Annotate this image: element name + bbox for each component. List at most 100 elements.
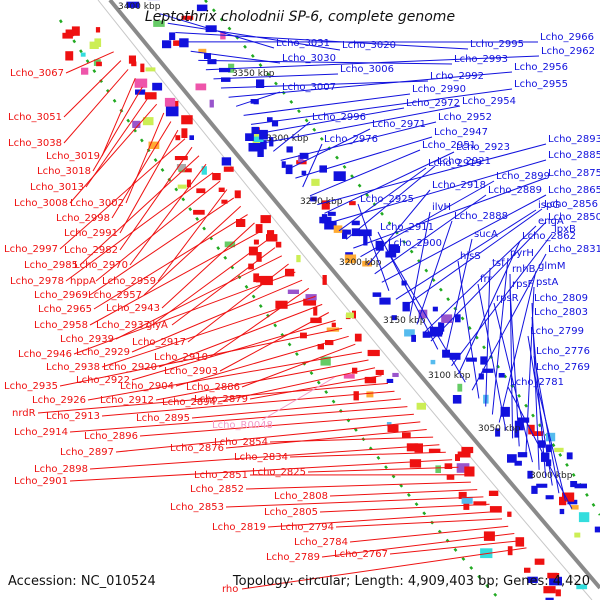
- gene-label: Lcho_2789: [266, 552, 320, 563]
- coordinate-label: 3050 kbp: [478, 424, 521, 434]
- gene-label: pstA: [536, 277, 558, 288]
- leader-line: [527, 335, 553, 486]
- gene-feature: [144, 92, 157, 100]
- gene-feature: [145, 67, 156, 72]
- leader-line: [280, 121, 437, 161]
- gene-feature: [179, 38, 189, 48]
- gene-feature: [303, 298, 317, 306]
- leader-line: [213, 73, 339, 80]
- gene-feature: [458, 491, 467, 499]
- gene-feature: [253, 239, 259, 245]
- leader-line: [385, 247, 466, 383]
- gene-feature: [80, 52, 86, 57]
- gene-feature: [455, 314, 461, 323]
- gene-label: Lcho_3067: [10, 68, 64, 79]
- gene-feature: [204, 53, 211, 59]
- gene-label: Lcho_2990: [412, 84, 466, 95]
- gene-label: Lcho_2959: [102, 276, 156, 287]
- gene-feature: [165, 106, 179, 117]
- gene-feature: [528, 424, 535, 435]
- gene-feature: [321, 214, 328, 224]
- gene-feature: [366, 391, 374, 398]
- gene-feature: [409, 459, 422, 468]
- leader-line: [471, 253, 547, 391]
- gene-feature: [482, 368, 494, 373]
- leader-line: [131, 279, 303, 353]
- gene-feature: [457, 451, 471, 458]
- gene-feature: [181, 128, 188, 138]
- gene-feature: [517, 452, 528, 458]
- minus-strand-labels: Lcho_3067 Lcho_3051 Lcho_3038 Lcho_3019 Lcho…: [4, 51, 527, 595]
- gene-label: pyrH: [510, 248, 534, 259]
- leader-line: [101, 78, 136, 157]
- feature-tracks: [62, 0, 600, 600]
- gene-feature: [562, 492, 575, 502]
- gene-label: Lcho_2997: [4, 244, 58, 255]
- gene-feature: [527, 470, 533, 479]
- leader-line: [95, 180, 221, 282]
- leader-line: [155, 359, 369, 401]
- leader-line: [272, 121, 311, 152]
- gene-feature: [545, 495, 554, 500]
- leader-line: [85, 95, 151, 188]
- gene-feature: [464, 466, 475, 477]
- gene-feature: [536, 483, 548, 488]
- gene-feature: [391, 315, 397, 321]
- gene-feature: [379, 297, 391, 305]
- gene-feature: [324, 220, 337, 230]
- gene-feature: [250, 99, 259, 104]
- gene-label: Lcho_2918: [432, 180, 486, 191]
- gene-feature: [140, 63, 145, 73]
- gene-label: Lcho_2995: [470, 39, 524, 50]
- leader-line: [317, 143, 547, 206]
- gene-feature: [375, 369, 384, 375]
- gene-feature: [193, 209, 205, 215]
- leader-line: [423, 225, 537, 334]
- gene-feature: [457, 383, 463, 392]
- leader-line: [158, 303, 323, 368]
- gene-feature: [313, 307, 318, 316]
- leader-line: [269, 436, 434, 443]
- gene-feature: [300, 332, 307, 339]
- gene-label: Lcho_2776: [536, 346, 590, 357]
- gene-label: Lcho_2971: [372, 119, 426, 130]
- gene-feature: [538, 440, 546, 448]
- gene-label: Lcho_2993: [454, 54, 508, 65]
- gene-feature: [223, 166, 234, 172]
- gene-feature: [422, 331, 431, 338]
- gene-label: lpxB: [554, 224, 576, 235]
- gene-feature: [554, 447, 564, 453]
- plus-strand-labels: Lcho_3031 Lcho_3020 Lcho_2995 Lcho_2966 Lcho…: [159, 13, 600, 509]
- leader-line: [265, 105, 461, 143]
- gene-feature: [275, 300, 288, 309]
- leader-line: [115, 255, 283, 340]
- gene-feature: [418, 309, 428, 319]
- gene-label: Lcho_2904: [120, 381, 174, 392]
- leader-line: [69, 406, 408, 433]
- rna-labels: Lcho_R0048: [212, 376, 336, 431]
- gene-feature: [201, 166, 207, 175]
- leader-line: [119, 146, 193, 251]
- gene-label: Lcho_2799: [530, 326, 584, 337]
- gene-feature: [416, 402, 426, 410]
- gene-label: ispG: [538, 200, 560, 211]
- leader-line: [93, 214, 248, 310]
- gene-label: Lcho_2901: [14, 476, 68, 487]
- gene-feature: [452, 395, 462, 404]
- gene-feature: [310, 196, 317, 202]
- leader-line: [241, 547, 527, 590]
- leader-line: [258, 107, 405, 134]
- gene-feature: [256, 252, 262, 262]
- leader-line: [493, 302, 533, 463]
- accession-text: Accession: NC_010524: [8, 574, 156, 589]
- leader-line: [367, 189, 431, 266]
- gene-label: Lcho_2831: [548, 244, 600, 255]
- gene-feature: [317, 344, 324, 350]
- gene-feature: [515, 537, 525, 547]
- gene-label: Lcho_2913: [46, 411, 100, 422]
- leader-line: [261, 376, 336, 421]
- coordinate-labels: 3400 kbp 3350 kbp 3300 kbp 3250 kbp 3200 kbp…: [118, 2, 573, 481]
- gene-feature: [275, 241, 282, 248]
- gene-feature: [236, 219, 246, 227]
- leader-line: [157, 189, 228, 282]
